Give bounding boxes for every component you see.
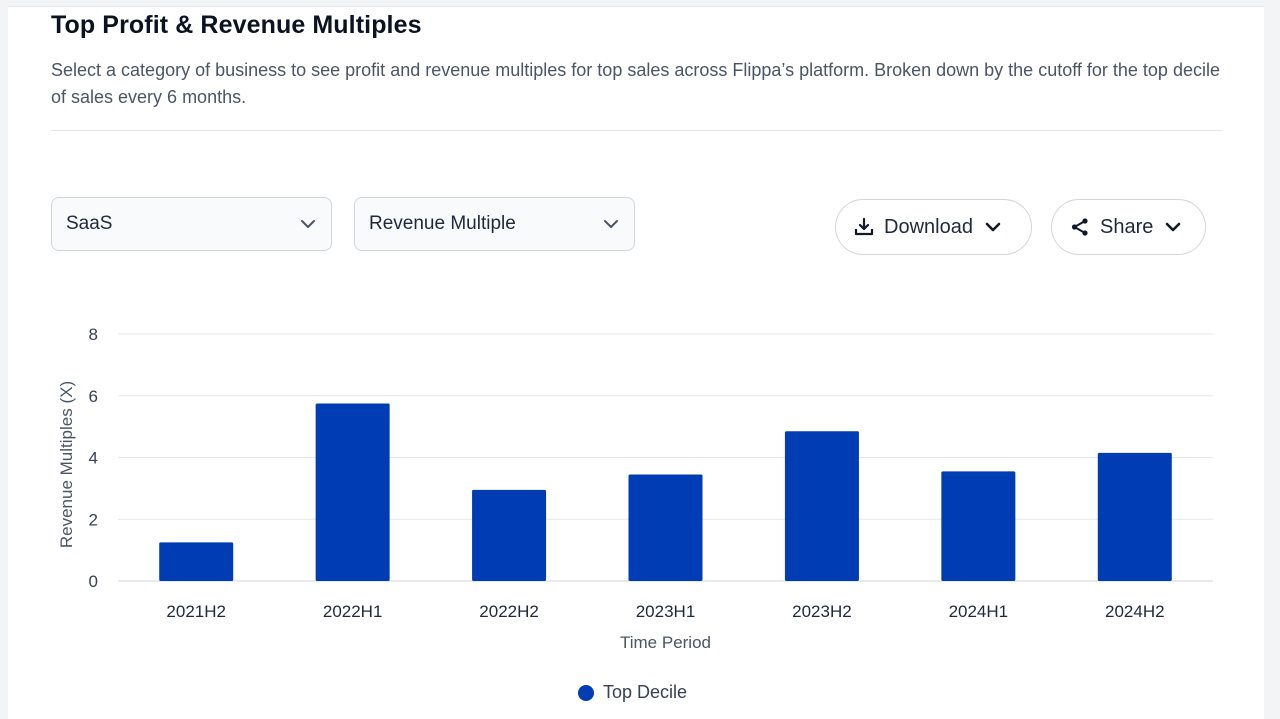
metric-select[interactable]: Revenue Multiple bbox=[354, 197, 635, 251]
share-icon bbox=[1070, 217, 1090, 237]
bar[interactable] bbox=[315, 403, 390, 581]
chevron-down-icon bbox=[983, 217, 1003, 237]
download-button[interactable]: Download bbox=[835, 199, 1032, 255]
chevron-down-icon bbox=[602, 215, 620, 233]
page-title: Top Profit & Revenue Multiples bbox=[51, 11, 422, 39]
bar[interactable] bbox=[628, 474, 703, 581]
x-axis-title: Time Period bbox=[620, 633, 711, 652]
y-tick-label: 6 bbox=[89, 387, 98, 406]
chevron-down-icon bbox=[299, 215, 317, 233]
category-select-value: SaaS bbox=[66, 213, 113, 234]
divider bbox=[51, 130, 1222, 131]
metric-select-value: Revenue Multiple bbox=[369, 213, 516, 234]
bar[interactable] bbox=[941, 471, 1016, 581]
x-tick-label: 2023H2 bbox=[792, 602, 852, 621]
x-tick-label: 2023H1 bbox=[636, 602, 696, 621]
bar[interactable] bbox=[1097, 452, 1172, 581]
y-axis-title: Revenue Multiples (X) bbox=[57, 381, 76, 548]
download-icon bbox=[854, 217, 874, 237]
bar[interactable] bbox=[472, 489, 547, 581]
y-tick-label: 0 bbox=[89, 572, 98, 591]
bar[interactable] bbox=[159, 542, 234, 581]
x-tick-label: 2021H2 bbox=[166, 602, 226, 621]
download-label: Download bbox=[884, 215, 973, 238]
legend-label: Top Decile bbox=[603, 682, 688, 702]
chevron-down-icon bbox=[1163, 217, 1183, 237]
page-description: Select a category of business to see pro… bbox=[51, 60, 1220, 107]
category-select[interactable]: SaaS bbox=[51, 197, 332, 251]
y-tick-label: 8 bbox=[89, 325, 98, 344]
chart-legend[interactable]: Top Decile bbox=[578, 682, 687, 703]
share-label: Share bbox=[1100, 215, 1154, 238]
y-tick-label: 4 bbox=[89, 449, 98, 468]
x-tick-label: 2022H2 bbox=[479, 602, 539, 621]
share-button[interactable]: Share bbox=[1051, 199, 1206, 255]
chart-card: Top Profit & Revenue Multiples Select a … bbox=[8, 6, 1264, 719]
y-tick-label: 2 bbox=[89, 510, 98, 529]
x-tick-label: 2022H1 bbox=[323, 602, 383, 621]
legend-marker bbox=[578, 684, 594, 701]
bar-chart: 0 2 4 6 8 2021H2 2022H1 2022H2 2023H1 2023H2 2024H… bbox=[57, 325, 1213, 652]
x-tick-label: 2024H2 bbox=[1105, 602, 1165, 621]
bar[interactable] bbox=[784, 431, 859, 581]
x-tick-label: 2024H1 bbox=[949, 602, 1009, 621]
